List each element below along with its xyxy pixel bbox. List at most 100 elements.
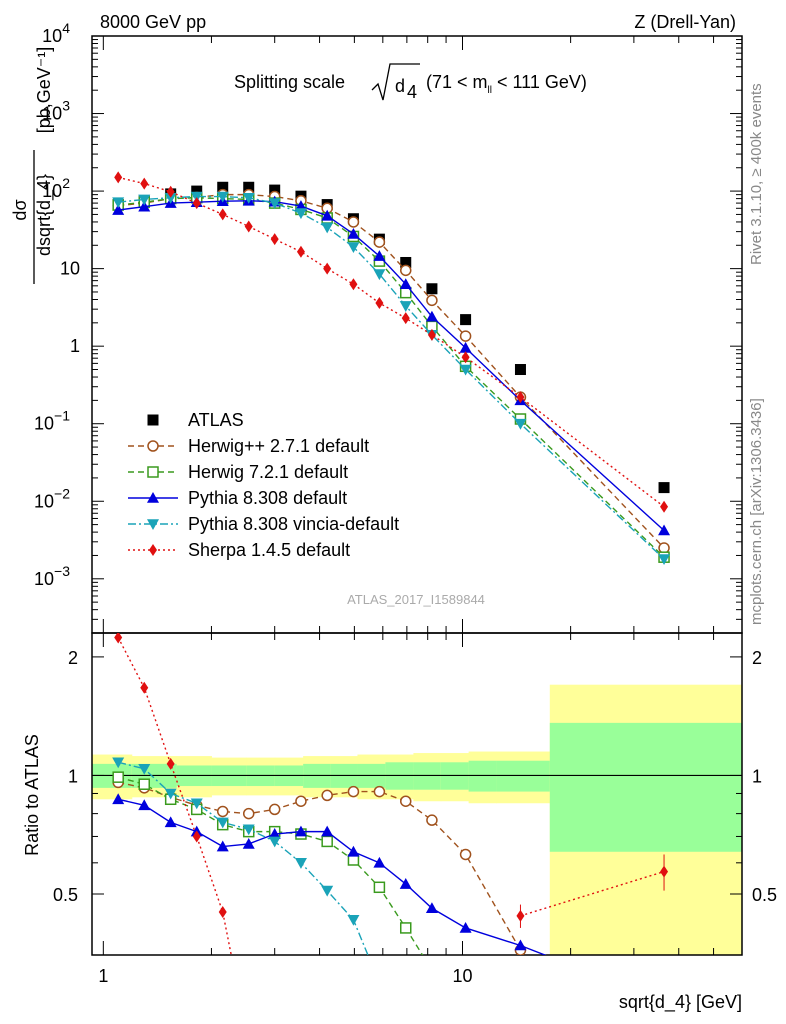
legend-marker	[147, 466, 159, 478]
legend: ATLAS Herwig++ 2.7.1 default Herwig 7.2.1 …	[128, 410, 399, 560]
ratio-point	[268, 836, 281, 848]
ratio-point	[321, 885, 334, 897]
y-tick-label-ratio-right: 0.5	[752, 885, 777, 905]
data-point	[347, 227, 360, 239]
series-pythia-8-308-vincia-default	[112, 191, 671, 566]
ratio-point	[399, 795, 412, 807]
y-tick-label-ratio: 1	[68, 766, 78, 786]
data-point	[427, 328, 436, 341]
y-axis-label-main: dσ dsqrt{d_4} [pb,GeV⁻¹]	[10, 47, 55, 284]
data-point	[138, 200, 151, 212]
data-point	[294, 200, 307, 211]
ratio-point	[425, 902, 438, 914]
legend-label: Pythia 8.308 vincia-default	[188, 514, 399, 534]
ratio-point	[242, 824, 255, 836]
ratio-point	[459, 921, 472, 933]
data-point	[243, 181, 255, 193]
data-point	[373, 250, 386, 261]
ratio-point	[112, 793, 125, 805]
data-point	[164, 192, 177, 204]
ratio-point	[192, 830, 201, 843]
svg-text:4: 4	[407, 82, 417, 102]
legend-item: Herwig++ 2.7.1 default	[128, 436, 369, 456]
data-point	[112, 204, 125, 215]
data-point	[660, 500, 669, 513]
ratio-uncertainty-bands	[92, 684, 742, 955]
ratio-point	[373, 856, 386, 868]
data-point	[373, 236, 386, 248]
data-point	[270, 233, 279, 246]
series-line	[118, 195, 665, 560]
ratio-point	[166, 757, 175, 770]
header-right: Z (Drell-Yan)	[634, 12, 736, 32]
ratio-point	[190, 798, 203, 810]
data-point	[347, 242, 360, 254]
band-green	[468, 760, 497, 792]
band-green	[549, 722, 742, 852]
y-tick-label-main: 104	[42, 20, 70, 46]
ratio-series-herwig-7-2-1-default	[112, 771, 437, 975]
svg-text:[pb,GeV⁻¹]: [pb,GeV⁻¹]	[34, 47, 54, 134]
ratio-point	[660, 865, 669, 878]
data-point	[461, 351, 470, 364]
ratio-point	[112, 771, 124, 783]
data-point	[399, 278, 412, 289]
ratio-point	[140, 681, 149, 694]
legend-label: ATLAS	[188, 410, 244, 430]
ratio-line	[118, 781, 522, 951]
ratio-point	[373, 881, 386, 894]
data-point	[296, 245, 305, 258]
svg-text:d: d	[395, 76, 405, 96]
data-point	[192, 197, 201, 210]
series-sherpa-1-4-5-default	[114, 171, 669, 513]
ratio-point	[347, 914, 360, 926]
data-point	[191, 185, 203, 197]
data-point	[658, 554, 671, 566]
ratio-axis-ticks: 1 10 0.5 0.5 1 1 2 2	[53, 633, 777, 986]
y-tick-label-main: 10−3	[34, 563, 70, 589]
data-point	[112, 197, 125, 209]
ratio-point	[242, 837, 255, 849]
mcplots-label: mcplots.cern.ch [arXiv:1306.3436]	[748, 398, 765, 625]
legend-label: Herwig 7.2.1 default	[188, 462, 348, 482]
chart-title-range: (71 < mll < 111 GeV)	[426, 72, 587, 96]
data-point	[140, 177, 149, 190]
data-point	[294, 208, 307, 220]
ratio-point	[321, 789, 333, 802]
ratio-series-sherpa-1-4-5-default-high-bins-	[516, 854, 669, 928]
ratio-frame	[91, 632, 743, 956]
data-point	[459, 341, 472, 353]
x-axis-label: sqrt{d_4} [GeV]	[619, 992, 742, 1013]
legend-item: Herwig 7.2.1 default	[128, 462, 348, 482]
ratio-point	[295, 795, 307, 807]
ratio-point	[294, 858, 307, 869]
ratio-point	[112, 757, 125, 769]
data-point	[514, 364, 526, 376]
legend-label: Herwig++ 2.7.1 default	[188, 436, 369, 456]
data-point	[400, 256, 412, 268]
series-pythia-8-308-default	[112, 194, 671, 536]
main-series-layer	[112, 171, 671, 566]
sqrt-d4-symbol: d 4	[371, 63, 420, 102]
data-point	[516, 391, 525, 404]
ratio-point	[347, 785, 360, 798]
band-green	[496, 760, 551, 792]
legend-item: Pythia 8.308 vincia-default	[128, 514, 399, 534]
data-point	[218, 208, 227, 221]
ratio-line	[520, 870, 665, 917]
ratio-point	[114, 633, 123, 644]
ratio-series-sherpa-1-4-5-default	[114, 633, 237, 971]
data-point	[347, 216, 360, 228]
ratio-point	[229, 959, 237, 971]
y-axis-label-ratio: Ratio to ATLAS	[22, 734, 42, 856]
ratio-point	[373, 785, 386, 798]
ratio-point	[399, 878, 412, 889]
data-point	[426, 283, 438, 295]
ratio-point	[427, 965, 437, 975]
data-point	[373, 269, 386, 281]
y-tick-label-main: 10−1	[34, 408, 70, 434]
ratio-point	[218, 906, 227, 919]
data-point	[658, 524, 671, 536]
